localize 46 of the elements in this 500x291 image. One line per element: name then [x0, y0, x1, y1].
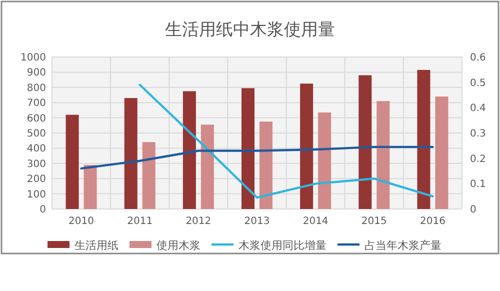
y-tick-label: 200: [26, 174, 46, 186]
bar: [142, 142, 156, 209]
legend-label: 使用木浆: [156, 239, 200, 252]
y-tick-label: 400: [26, 144, 46, 155]
chart-title: 生活用纸中木浆使用量: [165, 20, 335, 40]
y2-tick-label: 0: [470, 204, 476, 216]
bar: [200, 124, 214, 209]
x-tick-label: 2014: [302, 216, 328, 227]
y-tick-label: 600: [26, 113, 46, 124]
bar: [66, 114, 79, 209]
legend-label: 木浆使用同比增量: [238, 239, 326, 252]
x-tick-label: 2011: [127, 216, 153, 227]
bar: [260, 122, 272, 209]
x-tick-label: 2010: [68, 216, 94, 227]
y2-tick-label: 0.1: [470, 179, 486, 190]
legend-label: 生活用纸: [74, 239, 118, 252]
line-series: [138, 84, 434, 199]
y2-tick-label: 0.4: [470, 103, 486, 114]
x-tick-label: 2016: [420, 216, 446, 227]
bar: [358, 75, 372, 209]
x-tick-label: 2015: [361, 216, 387, 227]
y-tick-label: 100: [26, 189, 46, 200]
y2-tick-label: 0.5: [470, 78, 486, 89]
y-tick-label: 300: [26, 158, 46, 170]
x-tick-label: 2012: [186, 216, 212, 227]
bar: [417, 70, 430, 209]
y-tick-label: 800: [26, 82, 46, 94]
line-series: [80, 146, 434, 170]
y-tick-label: 1000: [20, 52, 46, 64]
bar: [300, 84, 314, 209]
bar: [376, 101, 390, 209]
bar: [435, 96, 448, 209]
y-tick-label: 500: [26, 128, 46, 140]
y-tick-label: 700: [26, 98, 46, 110]
y2-tick-label: 0.3: [470, 128, 486, 140]
bar: [242, 88, 254, 209]
x-tick-label: 2013: [244, 216, 270, 227]
y2-tick-label: 0.6: [470, 52, 486, 64]
y-tick-label: 900: [26, 68, 46, 79]
bar: [124, 98, 138, 209]
bar: [318, 112, 332, 209]
legend-label: 占当年木浆产量: [364, 239, 442, 252]
y-tick-label: 0: [40, 204, 46, 216]
bar: [182, 91, 196, 209]
bar: [84, 164, 97, 209]
y2-tick-label: 0.2: [470, 154, 486, 165]
